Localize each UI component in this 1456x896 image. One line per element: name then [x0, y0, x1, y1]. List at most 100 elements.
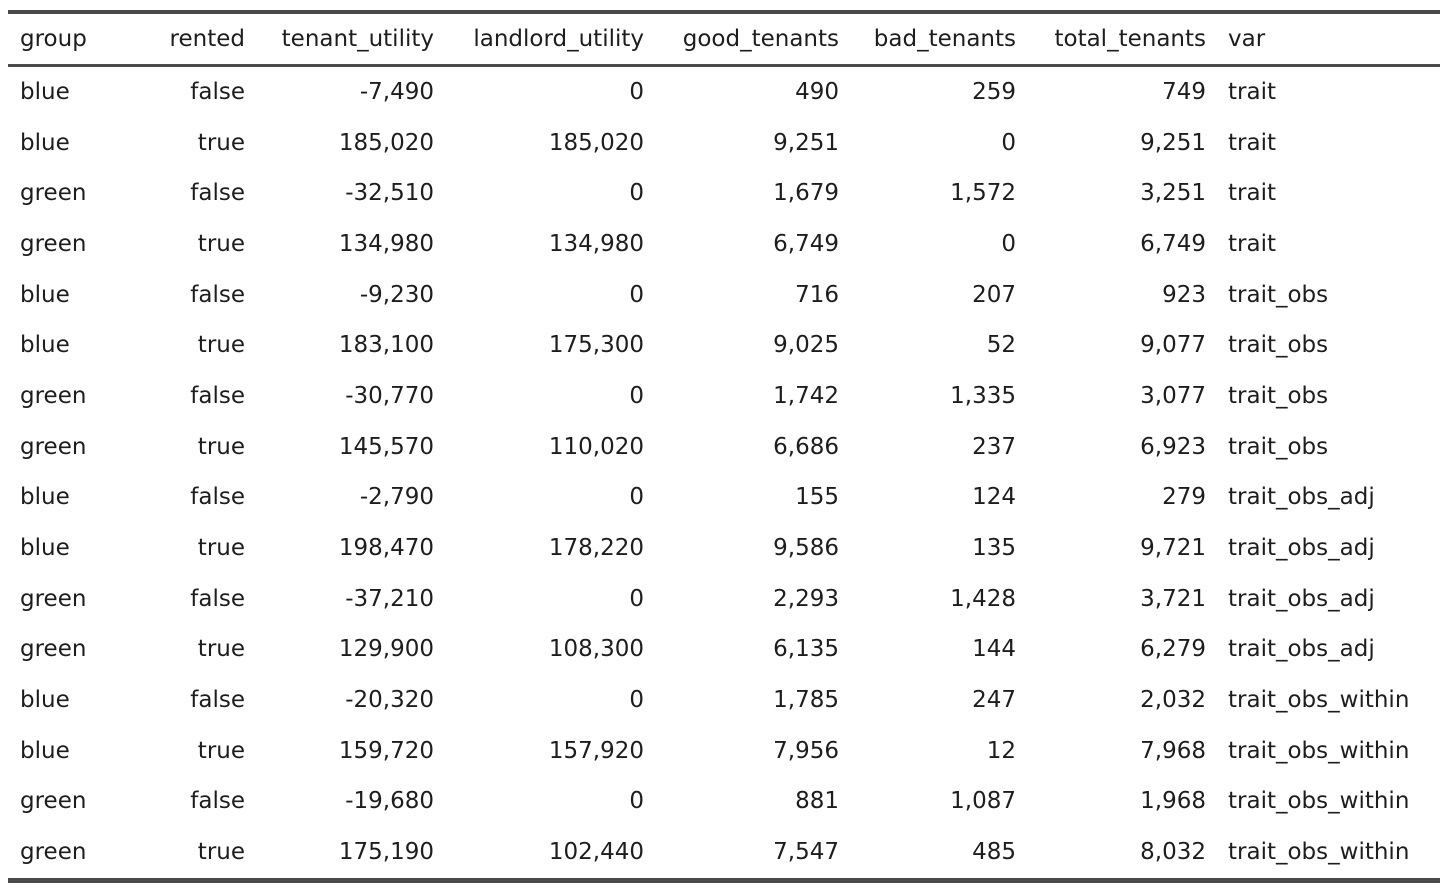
table-cell-group: green: [20, 788, 87, 815]
table-cell-var: trait_obs_within: [1228, 788, 1410, 815]
table-row: blue true 185,020 185,020 9,251 0 9,251 trait: [8, 118, 1440, 169]
table-cell-total_tenants: 2,032: [1140, 687, 1206, 714]
table-cell-landlord_utility: 175,300: [548, 332, 644, 359]
table-cell-good_tenants: 9,251: [773, 129, 839, 156]
table-cell-good_tenants: 716: [795, 281, 839, 308]
table-cell-rented: false: [190, 585, 245, 612]
column-header-bad_tenants: bad_tenants: [873, 25, 1016, 52]
table-cell-group: blue: [20, 78, 70, 105]
table-cell-bad_tenants: 1,087: [950, 788, 1016, 815]
table-cell-tenant_utility: -9,230: [359, 281, 434, 308]
table-cell-rented: false: [190, 687, 245, 714]
table-cell-var: trait_obs: [1228, 332, 1329, 359]
table-cell-var: trait: [1228, 230, 1276, 257]
table-cell-bad_tenants: 12: [986, 737, 1016, 764]
table-cell-total_tenants: 9,251: [1140, 129, 1206, 156]
table-cell-group: green: [20, 433, 87, 460]
table-cell-bad_tenants: 0: [1001, 129, 1016, 156]
table-cell-group: green: [20, 585, 87, 612]
table-cell-landlord_utility: 0: [629, 281, 644, 308]
table-row: blue true 183,100 175,300 9,025 52 9,077 trait_…: [8, 320, 1440, 371]
table-cell-landlord_utility: 134,980: [548, 230, 644, 257]
table-cell-landlord_utility: 178,220: [548, 535, 644, 562]
table-cell-tenant_utility: 185,020: [338, 129, 434, 156]
table-row: blue false -9,230 0 716 207 923 trait_obs: [8, 270, 1440, 321]
table-cell-bad_tenants: 485: [972, 839, 1016, 866]
table-cell-group: blue: [20, 687, 70, 714]
column-header-group: group: [20, 25, 87, 52]
table-cell-total_tenants: 923: [1162, 281, 1206, 308]
table-cell-rented: true: [197, 332, 245, 359]
table-cell-var: trait_obs_within: [1228, 687, 1410, 714]
table-cell-total_tenants: 3,077: [1140, 382, 1206, 409]
table-row: blue true 198,470 178,220 9,586 135 9,721 trait…: [8, 523, 1440, 574]
table-cell-landlord_utility: 0: [629, 78, 644, 105]
table-row: green false -32,510 0 1,679 1,572 3,251 trait: [8, 168, 1440, 219]
table-cell-rented: true: [197, 839, 245, 866]
column-header-tenant_utility: tenant_utility: [281, 25, 434, 52]
table-cell-rented: true: [197, 737, 245, 764]
table-cell-var: trait_obs_adj: [1228, 535, 1375, 562]
table-cell-good_tenants: 7,547: [773, 839, 839, 866]
table-cell-bad_tenants: 144: [972, 636, 1016, 663]
table-cell-rented: true: [197, 535, 245, 562]
table-body: blue false -7,490 0 490 259 749 trait blue true 18…: [8, 66, 1440, 881]
table-cell-good_tenants: 6,749: [773, 230, 839, 257]
table-row: green false -30,770 0 1,742 1,335 3,077 trait_o…: [8, 371, 1440, 422]
table-cell-total_tenants: 3,251: [1140, 180, 1206, 207]
table-cell-rented: false: [190, 382, 245, 409]
column-header-rented: rented: [169, 25, 245, 52]
table-cell-tenant_utility: 134,980: [338, 230, 434, 257]
table-cell-tenant_utility: 175,190: [338, 839, 434, 866]
table-cell-group: blue: [20, 281, 70, 308]
table-cell-good_tenants: 9,025: [773, 332, 839, 359]
table-cell-bad_tenants: 1,572: [950, 180, 1016, 207]
table-cell-good_tenants: 1,785: [773, 687, 839, 714]
table-cell-tenant_utility: -30,770: [345, 382, 434, 409]
header-row: group rented tenant_utility landlord_utilit…: [8, 12, 1440, 66]
table-cell-var: trait_obs: [1228, 433, 1329, 460]
data-table: group rented tenant_utility landlord_utilit…: [8, 10, 1440, 883]
table-cell-rented: false: [190, 281, 245, 308]
table-cell-tenant_utility: 198,470: [338, 535, 434, 562]
table-cell-landlord_utility: 108,300: [548, 636, 644, 663]
table-cell-rented: false: [190, 788, 245, 815]
table-cell-rented: true: [197, 433, 245, 460]
table-cell-landlord_utility: 0: [629, 180, 644, 207]
table-row: blue false -2,790 0 155 124 279 trait_obs_adj: [8, 473, 1440, 524]
table-cell-tenant_utility: 159,720: [338, 737, 434, 764]
table-cell-landlord_utility: 0: [629, 585, 644, 612]
table-cell-var: trait_obs: [1228, 382, 1329, 409]
table-cell-rented: true: [197, 636, 245, 663]
table-cell-good_tenants: 6,686: [773, 433, 839, 460]
table-cell-landlord_utility: 157,920: [548, 737, 644, 764]
table-cell-group: blue: [20, 737, 70, 764]
table-cell-var: trait: [1228, 78, 1276, 105]
table-header: group rented tenant_utility landlord_utilit…: [8, 12, 1440, 66]
table-cell-landlord_utility: 185,020: [548, 129, 644, 156]
table-cell-good_tenants: 1,742: [773, 382, 839, 409]
table-row: green false -19,680 0 881 1,087 1,968 trait_obs…: [8, 777, 1440, 828]
table-cell-good_tenants: 9,586: [773, 535, 839, 562]
table-cell-tenant_utility: -19,680: [345, 788, 434, 815]
column-header-good_tenants: good_tenants: [682, 25, 839, 52]
column-header-var: var: [1228, 25, 1266, 52]
table-row: green false -37,210 0 2,293 1,428 3,721 trait_o…: [8, 574, 1440, 625]
table-row: blue false -7,490 0 490 259 749 trait: [8, 66, 1440, 118]
table-cell-group: green: [20, 180, 87, 207]
table-cell-good_tenants: 155: [795, 484, 839, 511]
table-cell-group: green: [20, 839, 87, 866]
table-cell-group: green: [20, 382, 87, 409]
table-cell-rented: false: [190, 484, 245, 511]
table-cell-group: blue: [20, 535, 70, 562]
table-cell-total_tenants: 9,721: [1140, 535, 1206, 562]
table-cell-group: blue: [20, 129, 70, 156]
column-header-total_tenants: total_tenants: [1054, 25, 1206, 52]
table-cell-var: trait: [1228, 180, 1276, 207]
table-cell-bad_tenants: 1,428: [950, 585, 1016, 612]
table-cell-rented: false: [190, 78, 245, 105]
table-cell-group: blue: [20, 332, 70, 359]
table-row: blue true 159,720 157,920 7,956 12 7,968 trait_…: [8, 726, 1440, 777]
table-cell-good_tenants: 490: [795, 78, 839, 105]
